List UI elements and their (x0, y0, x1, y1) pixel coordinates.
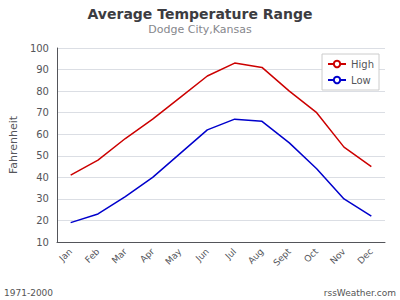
svg-text:30: 30 (36, 193, 49, 204)
svg-text:May: May (163, 246, 184, 267)
svg-text:Dec: Dec (356, 246, 375, 265)
svg-text:High: High (351, 59, 374, 70)
svg-text:Dodge City,Kansas: Dodge City,Kansas (148, 23, 252, 36)
svg-text:Jun: Jun (193, 246, 211, 264)
svg-text:60: 60 (36, 129, 49, 140)
svg-text:Nov: Nov (328, 246, 348, 266)
svg-text:1971-2000: 1971-2000 (4, 288, 53, 298)
svg-text:70: 70 (36, 107, 49, 118)
svg-text:20: 20 (36, 215, 49, 226)
svg-text:90: 90 (36, 64, 49, 75)
svg-text:Fahrenheit: Fahrenheit (7, 115, 20, 174)
svg-text:10: 10 (36, 237, 49, 248)
svg-text:Mar: Mar (110, 246, 129, 265)
svg-text:Average Temperature Range: Average Temperature Range (88, 6, 313, 22)
svg-text:Apr: Apr (138, 246, 156, 264)
svg-text:80: 80 (36, 86, 49, 97)
svg-text:40: 40 (36, 172, 49, 183)
svg-text:Low: Low (351, 75, 371, 86)
svg-text:rssWeather.com: rssWeather.com (324, 288, 396, 298)
svg-text:Oct: Oct (302, 246, 320, 264)
svg-text:Jul: Jul (223, 246, 238, 261)
svg-text:Feb: Feb (83, 246, 102, 265)
svg-text:Aug: Aug (246, 246, 265, 265)
svg-text:100: 100 (30, 43, 49, 54)
svg-text:Sept: Sept (271, 246, 293, 268)
svg-text:50: 50 (36, 150, 49, 161)
svg-text:Jan: Jan (57, 246, 75, 264)
